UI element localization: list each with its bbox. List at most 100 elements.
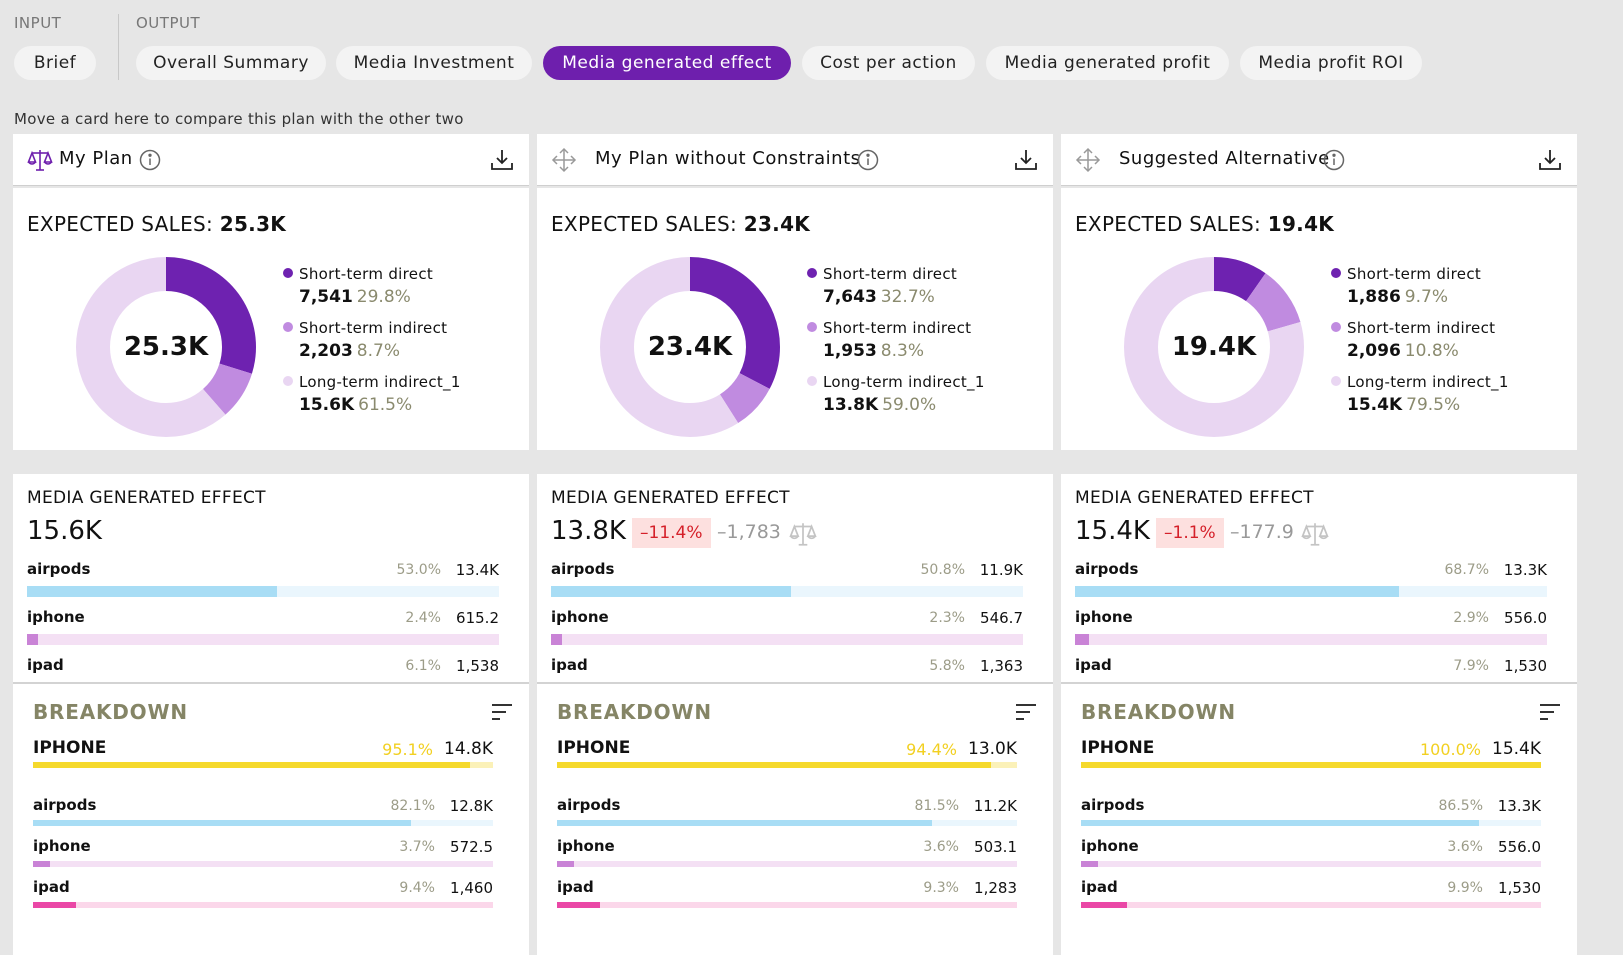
- legend-value: 2,203 8.7%: [299, 341, 447, 361]
- legend-name: Long-term indirect_1: [823, 373, 985, 391]
- legend-value: 1,886 9.7%: [1347, 287, 1481, 307]
- legend-value: 15.6K 61.5%: [299, 395, 461, 415]
- legend-item: Long-term indirect_1 13.8K 59.0%: [807, 372, 985, 415]
- row-percent: 82.1%: [390, 798, 435, 814]
- row-label: IPHONE: [557, 738, 631, 758]
- row-label: iphone: [1075, 608, 1133, 626]
- bar-track: [557, 902, 1017, 908]
- mge-title: MEDIA GENERATED EFFECT: [551, 488, 790, 508]
- tab-media-generated-effect[interactable]: Media generated effect: [543, 46, 791, 80]
- row-label: iphone: [551, 608, 609, 626]
- media-generated-effect-card: MEDIA GENERATED EFFECT 15.6K airpods 53.0% 1…: [13, 474, 529, 700]
- move-icon[interactable]: [551, 147, 577, 173]
- legend-item: Short-term direct 1,886 9.7%: [1331, 264, 1481, 307]
- legend-value: 13.8K 59.0%: [823, 395, 985, 415]
- compare-scale-icon[interactable]: [1301, 520, 1329, 548]
- bar-track: [33, 861, 493, 867]
- legend-name: Short-term direct: [299, 265, 434, 283]
- row-percent: 94.4%: [906, 740, 957, 759]
- legend-percent: 61.5%: [358, 395, 413, 415]
- info-icon[interactable]: [139, 149, 161, 171]
- section-divider: [118, 14, 119, 80]
- legend-amount: 2,096: [1347, 341, 1401, 361]
- tab-brief[interactable]: Brief: [14, 46, 96, 80]
- bar-fill-header: [33, 762, 471, 768]
- bar-fill-iphone: [1081, 861, 1098, 867]
- expected-sales-value: 19.4K: [1267, 212, 1335, 236]
- tab-media-investment[interactable]: Media Investment: [336, 46, 532, 80]
- donut-segment-3: [76, 257, 256, 437]
- bar-fill-iphone: [27, 634, 39, 645]
- output-section-label: OUTPUT: [136, 14, 201, 32]
- move-icon[interactable]: [1075, 147, 1101, 173]
- bar-track: [1081, 762, 1541, 768]
- legend-name: Short-term direct: [1347, 265, 1482, 283]
- sort-icon[interactable]: [491, 702, 513, 722]
- row-value: 1,363: [980, 657, 1023, 675]
- row-percent: 95.1%: [382, 740, 433, 759]
- legend-percent: 79.5%: [1406, 395, 1461, 415]
- download-icon[interactable]: [1537, 147, 1563, 173]
- download-icon[interactable]: [1013, 147, 1039, 173]
- bar-track: [1075, 586, 1547, 597]
- legend-label: Long-term indirect_1: [283, 372, 461, 391]
- bar-fill-ipad: [1081, 902, 1127, 908]
- bar-fill-header: [1081, 762, 1541, 768]
- plan-card-header[interactable]: My Plan: [13, 134, 529, 186]
- tab-media-generated-profit[interactable]: Media generated profit: [986, 46, 1229, 80]
- legend-label: Short-term direct: [1331, 264, 1481, 283]
- bar-fill-iphone: [557, 861, 574, 867]
- row-label: airpods: [27, 560, 91, 578]
- legend-item: Long-term indirect_1 15.4K 79.5%: [1331, 372, 1509, 415]
- row-value: 1,283: [974, 879, 1017, 897]
- row-percent: 3.6%: [1447, 839, 1483, 855]
- download-icon[interactable]: [489, 147, 515, 173]
- bar-track: [557, 762, 1017, 768]
- legend-value: 15.4K 79.5%: [1347, 395, 1509, 415]
- mge-absolute-delta: –177.9: [1230, 521, 1294, 543]
- sort-icon[interactable]: [1015, 702, 1037, 722]
- row-value: 1,460: [450, 879, 493, 897]
- donut-segment-3: [1124, 257, 1304, 437]
- legend-amount: 15.4K: [1347, 395, 1403, 415]
- legend-label: Short-term indirect: [1331, 318, 1495, 337]
- row-value: 1,530: [1504, 657, 1547, 675]
- plan-card-header[interactable]: My Plan without Constraints: [537, 134, 1053, 186]
- row-percent: 53.0%: [396, 562, 441, 578]
- info-icon[interactable]: [857, 149, 879, 171]
- row-label: ipad: [557, 878, 594, 896]
- bar-fill-airpods: [557, 820, 932, 826]
- legend-item: Short-term indirect 1,953 8.3%: [807, 318, 971, 361]
- row-percent: 81.5%: [914, 798, 959, 814]
- breakdown-title: BREAKDOWN: [557, 700, 712, 724]
- tab-media-profit-roi[interactable]: Media profit ROI: [1240, 46, 1422, 80]
- plan-card-header[interactable]: Suggested Alternative: [1061, 134, 1577, 186]
- bar-fill-ipad: [33, 902, 77, 908]
- legend-name: Short-term indirect: [1347, 319, 1496, 337]
- info-icon[interactable]: [1323, 149, 1345, 171]
- breakdown-title: BREAKDOWN: [1081, 700, 1236, 724]
- row-value: 572.5: [450, 838, 493, 856]
- legend-label: Short-term indirect: [807, 318, 971, 337]
- row-value: 556.0: [1504, 609, 1547, 627]
- tab-cost-per-action[interactable]: Cost per action: [802, 46, 975, 80]
- row-label: airpods: [551, 560, 615, 578]
- bar-fill-iphone: [1075, 634, 1089, 645]
- sort-icon[interactable]: [1539, 702, 1561, 722]
- expected-sales-card: EXPECTED SALES: 19.4K 19.4K Short-term dir…: [1061, 188, 1577, 450]
- tab-overall-summary[interactable]: Overall Summary: [136, 46, 326, 80]
- row-value: 11.2K: [973, 797, 1017, 815]
- legend-value: 7,643 32.7%: [823, 287, 957, 307]
- expected-sales-caption: EXPECTED SALES:: [1075, 212, 1268, 236]
- legend-value: 2,096 10.8%: [1347, 341, 1495, 361]
- row-value: 503.1: [974, 838, 1017, 856]
- compare-drop-hint: Move a card here to compare this plan wi…: [14, 110, 464, 128]
- row-label: airpods: [1075, 560, 1139, 578]
- scale-icon: [27, 147, 53, 173]
- mge-absolute-delta: –1,783: [717, 521, 781, 543]
- row-percent: 5.8%: [929, 658, 965, 674]
- row-label: IPHONE: [33, 738, 107, 758]
- row-value: 13.0K: [968, 739, 1017, 759]
- compare-scale-icon[interactable]: [789, 520, 817, 548]
- legend-amount: 1,886: [1347, 287, 1401, 307]
